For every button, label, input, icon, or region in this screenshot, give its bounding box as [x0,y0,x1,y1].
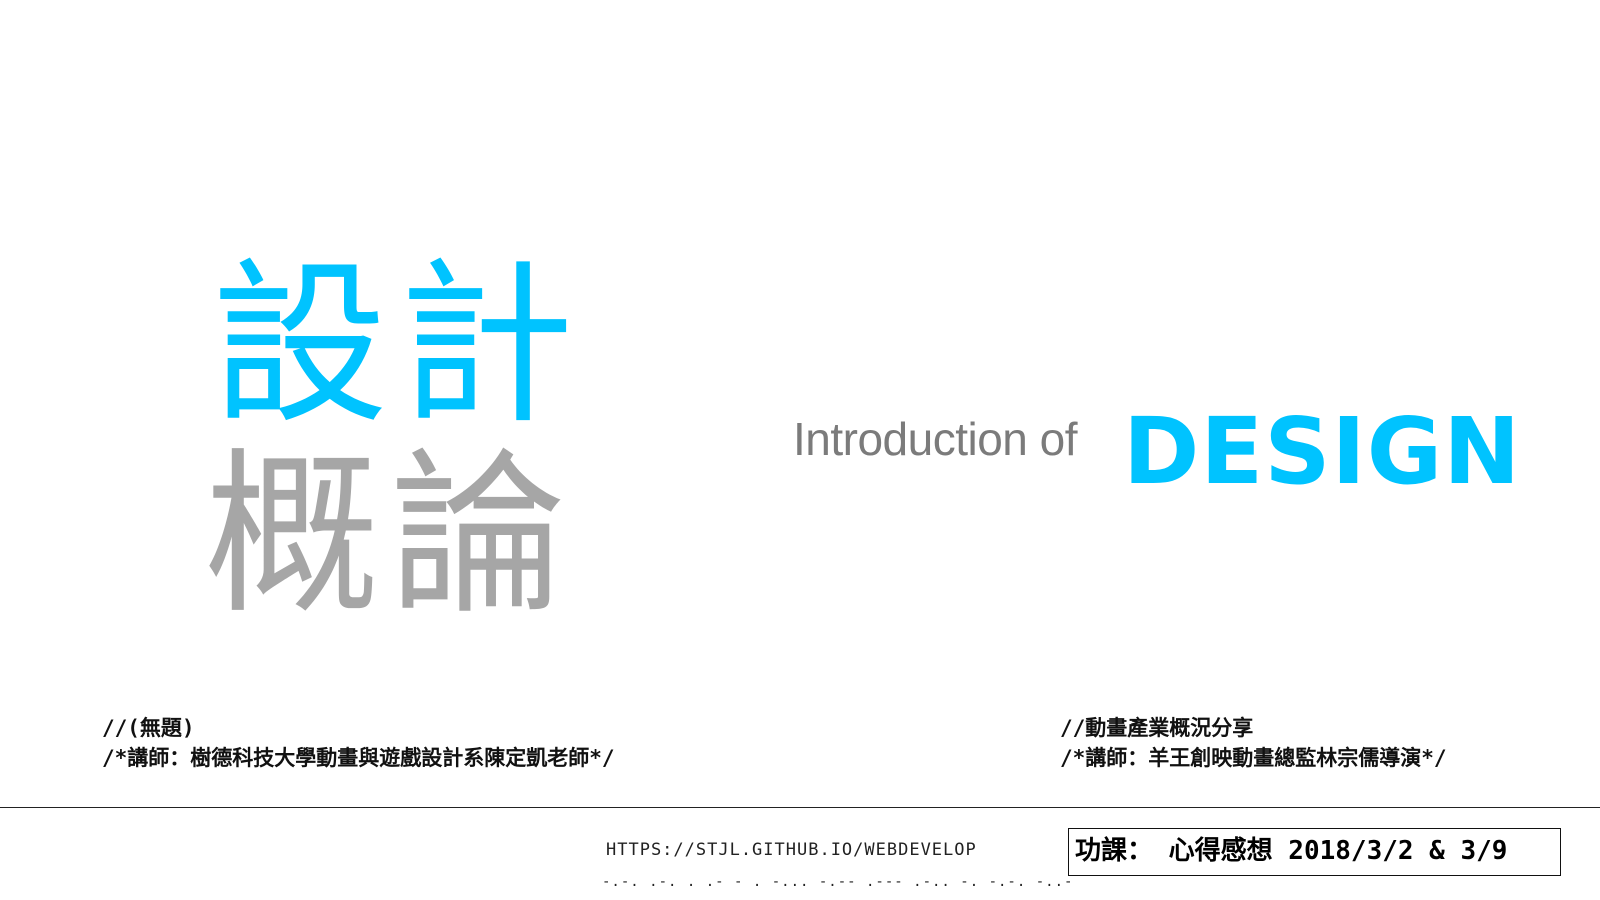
lecture-right-speaker: /*講師：羊王創映動畫總監林宗儒導演*/ [1060,746,1447,770]
lecture-left: //(無題) /*講師：樹德科技大學動畫與遊戲設計系陳定凱老師*/ [102,713,615,773]
lecture-right-topic: //動畫產業概況分享 [1060,716,1254,740]
footer-divider [0,807,1600,808]
lecture-right: //動畫產業概況分享 /*講師：羊王創映動畫總監林宗儒導演*/ [1060,713,1447,773]
subtitle-main: DESIGN [1123,398,1522,505]
url-link[interactable]: HTTPS://STJL.GITHUB.IO/WEBDEVELOP [606,840,977,860]
morse-code: -.-. .-. . .- - . -... -.-- .--- .-.. -.… [602,874,1074,890]
subtitle-prefix: Introduction of [793,413,1078,465]
lecture-left-speaker: /*講師：樹德科技大學動畫與遊戲設計系陳定凱老師*/ [102,746,615,770]
homework-box: 功課： 心得感想 2018/3/2 & 3/9 [1068,828,1561,876]
lecture-left-topic: //(無題) [102,716,195,740]
title-introduction: 概論 [204,433,577,638]
title-design: 設計 [212,243,585,448]
